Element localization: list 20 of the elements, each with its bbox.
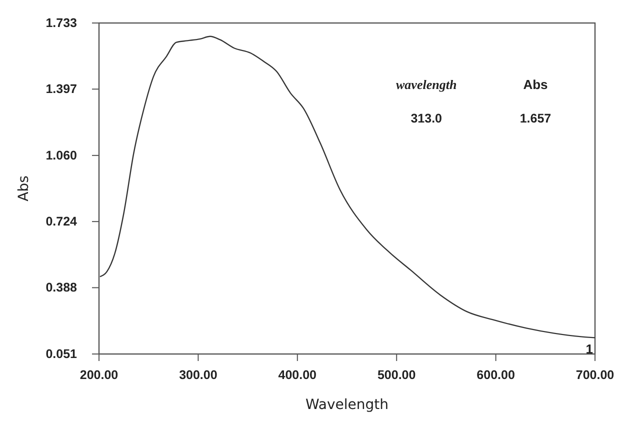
annotation: 1.657 — [520, 111, 552, 126]
annotation: 313.0 — [410, 111, 442, 126]
x-tick-label: 600.00 — [476, 368, 515, 382]
line-series — [99, 36, 596, 338]
x-axis-title: Wavelength — [305, 397, 389, 413]
annotation: wavelength — [396, 77, 457, 92]
y-tick-label: 0.724 — [46, 214, 78, 229]
annotation: 1 — [586, 342, 593, 357]
y-tick-label: 1.397 — [46, 82, 78, 96]
y-tick-label: 1.733 — [46, 16, 78, 30]
y-axis-title: Abs — [16, 176, 32, 202]
x-tick-label: 400.00 — [278, 368, 317, 382]
x-tick-label: 300.00 — [179, 368, 218, 382]
x-tick-label: 500.00 — [377, 368, 416, 382]
y-tick-label: 1.060 — [46, 148, 78, 162]
annotation: Abs — [523, 77, 548, 92]
x-tick-label: 200.00 — [80, 368, 118, 382]
y-tick-label: 0.051 — [46, 347, 78, 361]
x-tick-label: 700.00 — [576, 368, 614, 382]
y-tick-label: 0.388 — [46, 280, 78, 295]
